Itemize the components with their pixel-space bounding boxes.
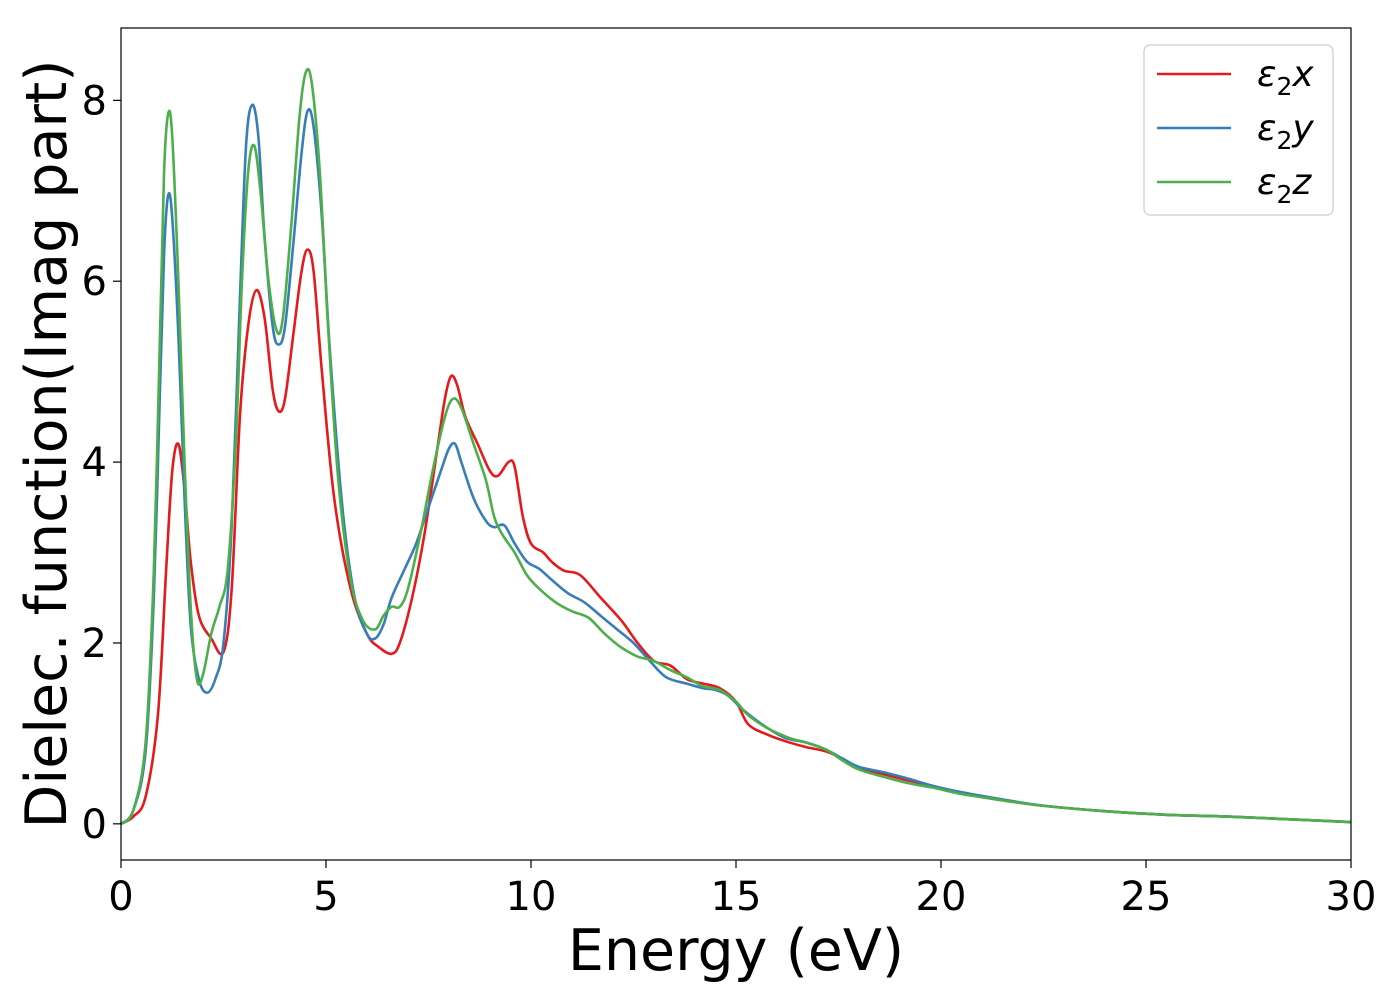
x-tick-label: 25 bbox=[1121, 874, 1172, 920]
x-tick-label: 20 bbox=[916, 874, 967, 920]
y-tick-label: 0 bbox=[82, 802, 107, 848]
axis-ticks: 0 5 10 15 20 25 30 0 2 4 6 8 bbox=[82, 78, 1377, 920]
x-tick-label: 15 bbox=[711, 874, 762, 920]
legend-item-y: ε2y bbox=[1157, 108, 1314, 155]
legend-item-z: ε2z bbox=[1157, 162, 1312, 209]
x-tick-label: 30 bbox=[1326, 874, 1377, 920]
legend-label: ε2x bbox=[1257, 54, 1314, 101]
y-tick-label: 6 bbox=[82, 259, 107, 305]
y-axis-title: Dielec. function(Imag part) bbox=[14, 59, 80, 828]
series-line-x bbox=[120, 248, 1352, 825]
x-axis-title: Energy (eV) bbox=[568, 918, 904, 984]
series-line-z bbox=[120, 67, 1352, 825]
legend-label: ε2y bbox=[1257, 108, 1314, 155]
y-tick-label: 4 bbox=[82, 440, 107, 486]
legend-label: ε2z bbox=[1257, 162, 1312, 209]
legend-item-x: ε2x bbox=[1157, 54, 1314, 101]
y-tick-label: 2 bbox=[82, 621, 107, 667]
x-tick-label: 10 bbox=[506, 874, 557, 920]
y-tick-label: 8 bbox=[82, 78, 107, 124]
legend: ε2x ε2y ε2z bbox=[1143, 44, 1334, 216]
x-tick-label: 5 bbox=[313, 874, 338, 920]
legend-box bbox=[1143, 44, 1334, 216]
x-tick-label: 0 bbox=[108, 874, 133, 920]
series-lines bbox=[120, 67, 1352, 825]
